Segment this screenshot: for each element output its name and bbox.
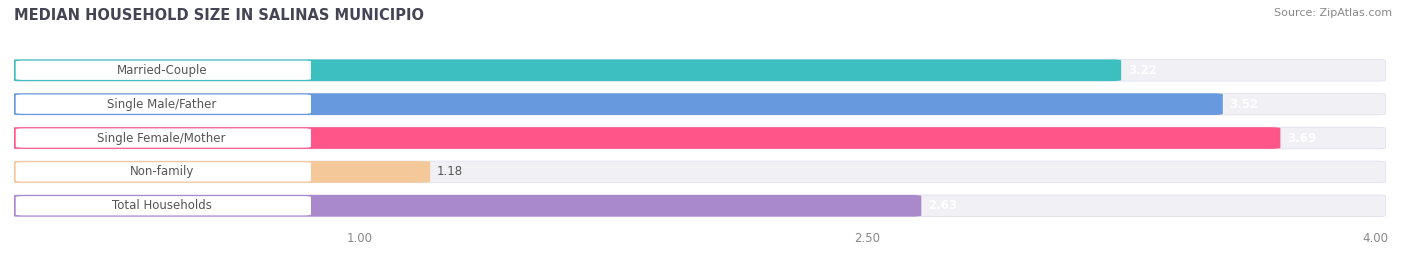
FancyBboxPatch shape (15, 162, 311, 181)
Text: 1.18: 1.18 (437, 165, 463, 178)
FancyBboxPatch shape (11, 59, 1385, 81)
Text: 3.52: 3.52 (1229, 98, 1258, 111)
Text: MEDIAN HOUSEHOLD SIZE IN SALINAS MUNICIPIO: MEDIAN HOUSEHOLD SIZE IN SALINAS MUNICIP… (14, 8, 425, 23)
FancyBboxPatch shape (15, 61, 311, 80)
FancyBboxPatch shape (11, 195, 921, 217)
FancyBboxPatch shape (11, 195, 1385, 217)
FancyBboxPatch shape (11, 59, 1121, 81)
FancyBboxPatch shape (15, 95, 311, 114)
FancyBboxPatch shape (11, 127, 1281, 149)
Text: Single Female/Mother: Single Female/Mother (97, 132, 226, 144)
FancyBboxPatch shape (11, 161, 1385, 183)
Text: Source: ZipAtlas.com: Source: ZipAtlas.com (1274, 8, 1392, 18)
FancyBboxPatch shape (15, 128, 311, 148)
Text: 3.22: 3.22 (1128, 64, 1157, 77)
Text: Single Male/Father: Single Male/Father (107, 98, 217, 111)
FancyBboxPatch shape (11, 127, 1385, 149)
Text: 2.63: 2.63 (928, 199, 957, 212)
FancyBboxPatch shape (11, 161, 430, 183)
FancyBboxPatch shape (15, 196, 311, 215)
Text: Non-family: Non-family (129, 165, 194, 178)
Text: Married-Couple: Married-Couple (117, 64, 207, 77)
Text: 3.69: 3.69 (1286, 132, 1316, 144)
Text: Total Households: Total Households (111, 199, 212, 212)
FancyBboxPatch shape (11, 93, 1223, 115)
FancyBboxPatch shape (11, 93, 1385, 115)
